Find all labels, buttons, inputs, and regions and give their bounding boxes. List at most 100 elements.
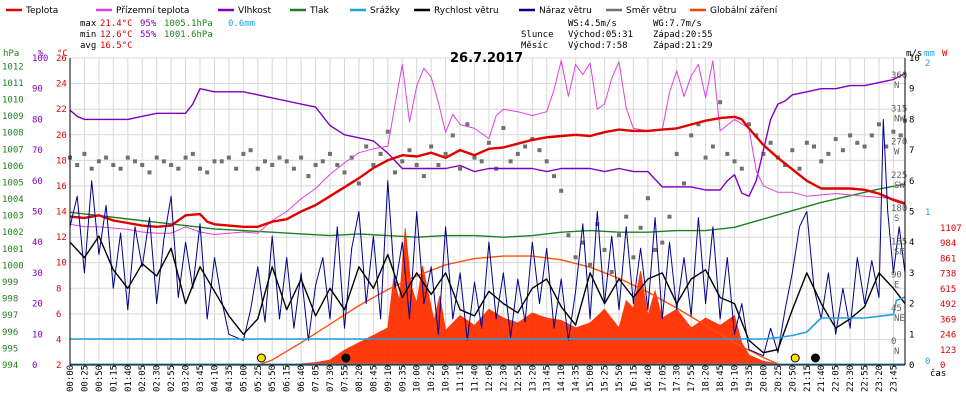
degc-tick-label: 26 [56,54,67,64]
pct-tick-label: 50 [32,208,43,218]
wind-direction-point [140,163,145,167]
x-tick-label: 15:25 [601,365,611,392]
wind-direction-point [645,196,650,201]
wind-direction-point [147,170,152,175]
wind-direction-point [378,151,383,156]
x-tick-label: 10:50 [442,365,452,392]
legend-label: Srážky [370,6,401,16]
moon-label: Měsíc [521,41,548,51]
degc-tick-label: 14 [56,208,67,218]
wind-gust-max: WG:7.7m/s [653,19,702,29]
x-tick-label: 20:00 [759,365,769,392]
x-tick-label: 18:20 [702,365,712,392]
wind-direction-point [696,122,701,127]
hpa-tick-label: 996 [2,328,18,338]
pct-tick-label: 20 [32,300,43,310]
series-humidity [69,72,906,197]
x-tick-label: 12:30 [499,365,509,392]
wind-direction-point [82,151,87,156]
x-tick-label: 05:00 [239,365,249,392]
wind-direction-point [609,270,614,275]
series-rain [70,296,906,340]
wind-direction-point [291,166,296,171]
wind-direction-point [804,140,809,145]
x-tick-label: 22:05 [832,365,842,392]
wind-direction-point [436,163,441,167]
x-tick-label: 09:10 [384,365,394,392]
dir-tick-label: NW [894,114,905,124]
dir-tick-value: 225 [891,171,907,181]
wind-direction-point [306,174,311,179]
wind-direction-point [89,166,94,171]
wind-direction-point [75,163,80,167]
wind-direction-point [501,126,506,130]
wind-direction-point [248,148,253,153]
wind-direction-point [393,170,397,175]
hpa-tick-label: 998 [2,295,18,305]
hpa-tick-label: 994 [2,361,18,371]
legend-label: Teplota [25,6,58,16]
x-tick-label: 02:55 [167,365,177,392]
wind-direction-point [877,122,881,127]
wind-direction-point [133,159,137,164]
wind-direction-point [371,163,376,167]
sun-rise: Východ:05:31 [568,30,633,40]
wind-direction-point [212,159,217,164]
wind-direction-point [718,100,723,105]
wind-direction-point [176,166,181,171]
wind-direction-point [761,151,766,156]
w-tick-label: 492 [940,300,956,310]
mm-tick-label: 0 [925,357,930,367]
wind-direction-point [429,144,434,149]
w-tick-label: 1107 [940,224,962,234]
mm-tick-label: 1 [925,208,930,218]
wind-direction-point [682,181,686,186]
ms-tick-label: 8 [909,115,914,125]
sun-set: Západ:20:55 [653,30,713,40]
wind-direction-point [559,188,564,193]
wind-direction-point [328,151,332,156]
dir-tick-label: NE [894,314,905,324]
wind-direction-point [710,144,715,149]
ms-tick-label: 3 [909,269,914,279]
wind-direction-point [703,155,708,160]
ms-tick-label: 5 [909,208,914,218]
wind-direction-point [768,140,773,145]
x-tick-label: 12:05 [485,365,495,392]
x-tick-label: 20:50 [788,365,798,392]
ms-tick-label: 6 [909,177,914,187]
axis-unit-ms: m/s [906,49,922,59]
wind-direction-point [400,159,405,164]
pct-tick-label: 60 [32,177,43,187]
hpa-tick-label: 995 [2,344,18,354]
dir-tick-value: 45 [891,304,902,314]
degc-tick-label: 18 [56,156,67,166]
x-tick-label: 18:45 [716,365,726,392]
wind-direction-point [862,144,867,149]
wind-direction-point [617,233,621,238]
axis-unit-hpa: hPa [3,49,19,59]
degc-tick-label: 8 [56,284,61,294]
legend-label: Směr větru [626,6,676,16]
x-tick-label: 21:40 [817,365,827,392]
wind-direction-point [840,148,845,153]
wind-direction-point [385,129,390,134]
x-tick-label: 19:10 [731,365,741,392]
wind-direction-point [421,174,426,179]
degc-tick-label: 22 [56,105,67,115]
wind-direction-point [797,166,802,171]
wind-direction-point [234,166,239,171]
axis-unit-degc: °C [57,49,68,59]
wind-direction-point [739,166,744,171]
wind-direction-point [313,163,318,167]
x-tick-label: 04:35 [225,365,235,392]
wind-direction-point [508,159,513,164]
hpa-tick-label: 1004 [2,195,24,205]
wind-direction-point [602,247,607,252]
wind-direction-point [624,214,629,219]
legend-label: Náraz větru [539,6,592,16]
hpa-tick-label: 1008 [2,129,24,139]
x-tick-label: 03:20 [182,365,192,392]
x-tick-label: 02:30 [153,365,163,392]
